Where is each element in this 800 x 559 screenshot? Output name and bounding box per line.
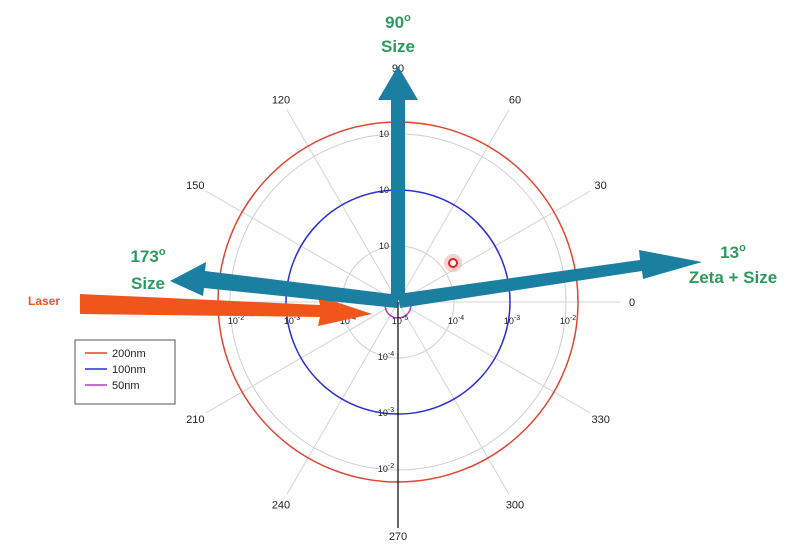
angle-label: 150 [186,180,204,192]
radial-label: 10-3 [284,315,300,326]
angle-label: 60 [509,94,521,106]
base: 10 [284,316,294,326]
angle: 173 [130,247,158,266]
annotation-173-label: Size [131,274,165,293]
angle-label: 240 [272,500,290,512]
degree: o [404,12,411,24]
angle-label: 120 [272,94,290,106]
angle-label: 0 [629,297,635,309]
radial-label: 10 [379,185,389,195]
spoke [397,109,510,303]
angle: 13 [720,243,739,262]
annotation-90-label: Size [381,37,415,56]
highlight-dot [448,258,458,268]
legend-label: 50nm [112,380,140,392]
radial-label: 10-4 [340,315,356,326]
radial-label: 10-3 [504,315,520,326]
base: 10 [378,408,388,418]
exponent: -3 [388,407,394,414]
radial-label: 10-4 [378,351,394,362]
radial-label: 10-2 [228,315,244,326]
angle-label: 30 [595,180,607,192]
exponent: -4 [388,351,394,358]
arrow-173 [170,262,399,308]
base: 10 [228,316,238,326]
radial-label: 10-5 [392,315,408,326]
exponent: -2 [570,315,576,322]
base: 10 [504,316,514,326]
radial-label: 10 [379,129,389,139]
legend: 200nm 100nm 50nm [74,339,176,405]
radial-label: 10-3 [378,407,394,418]
exponent: -2 [388,463,394,470]
laser-label: Laser [28,294,60,308]
exponent: -3 [514,315,520,322]
angle-label: 300 [506,500,524,512]
radial-label: 10-2 [378,463,394,474]
base: 10 [560,316,570,326]
annotation-90-angle: 90o [385,12,411,32]
spoke [286,109,399,303]
degree: o [159,246,166,258]
angle-label: 270 [389,531,407,543]
exponent: -4 [350,315,356,322]
spoke [205,190,399,303]
arrow-90 [378,66,418,300]
base: 10 [392,316,402,326]
annotation-13-label: Zeta + Size [689,268,777,287]
base: 10 [448,316,458,326]
spoke [397,301,591,414]
spoke [397,190,591,303]
legend-box [74,339,176,405]
base: 10 [378,352,388,362]
radial-label: 10-4 [448,315,464,326]
arrow-13 [398,250,702,308]
laser-arrow [80,294,372,326]
base: 10 [378,464,388,474]
annotation-13-angle: 13o [720,242,746,262]
angle: 90 [385,13,404,32]
spoke [286,301,399,495]
radial-label: 10-2 [560,315,576,326]
annotation-173-angle: 173o [130,246,165,266]
exponent: -2 [238,315,244,322]
spoke [205,301,399,414]
exponent: -5 [402,315,408,322]
angle-label: 210 [186,414,204,426]
legend-label: 200nm [112,348,146,360]
exponent: -3 [294,315,300,322]
spoke [397,301,510,495]
base: 10 [340,316,350,326]
exponent: -4 [458,315,464,322]
angle-label: 330 [591,414,609,426]
degree: o [739,242,746,254]
radial-label: 10 [379,241,389,251]
legend-label: 100nm [112,364,146,376]
